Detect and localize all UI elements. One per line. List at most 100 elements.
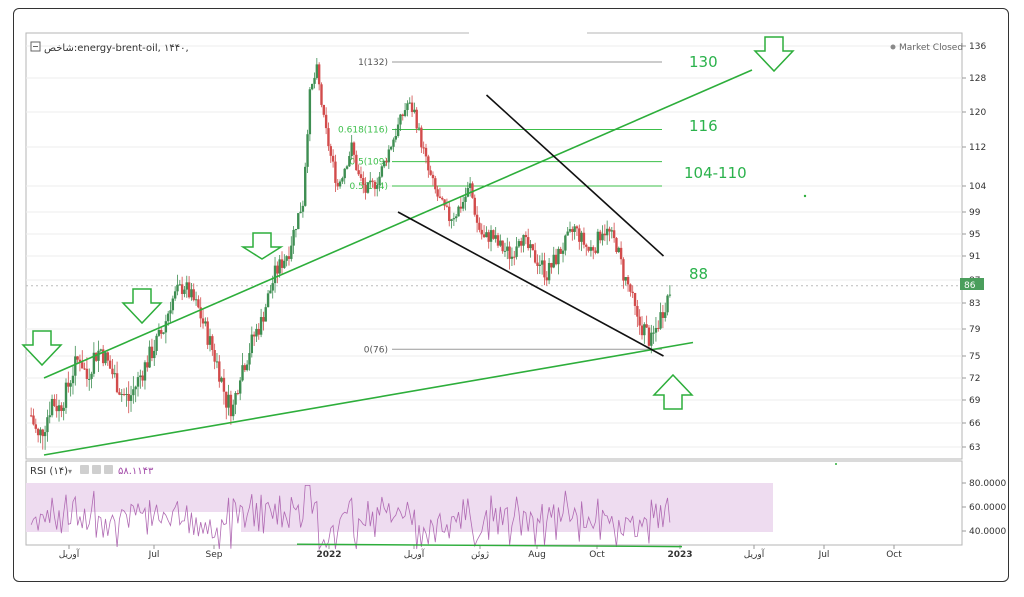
candle-body	[573, 226, 576, 232]
marker-dot	[803, 194, 807, 198]
chart-frame: 1361281201121049995918783797572696663 80…	[13, 8, 1009, 582]
candle-body	[355, 154, 358, 171]
candle-body	[146, 362, 149, 368]
candle-body	[371, 180, 374, 182]
candle-body	[271, 283, 274, 291]
candle-body	[603, 233, 607, 236]
candle-body	[166, 313, 170, 322]
candle-body	[115, 373, 119, 393]
candle-body	[401, 114, 404, 116]
trendline-lower-green	[43, 341, 694, 456]
candle-body	[290, 245, 293, 259]
candle-body	[273, 265, 277, 284]
price-tick-label: 69	[969, 396, 981, 406]
candle-body	[287, 256, 291, 259]
rsi-axis: 80.0000 60.0000 40.0000	[962, 479, 1006, 537]
candle-body	[315, 64, 319, 78]
candle-body	[496, 235, 500, 246]
candle-body	[536, 262, 539, 266]
candle-body	[596, 231, 600, 253]
candle-body	[48, 415, 51, 418]
candle-body	[229, 394, 233, 417]
candle-body	[69, 383, 72, 387]
candle-body	[515, 246, 518, 257]
candle-body	[157, 330, 161, 336]
candle-body	[199, 307, 202, 319]
candle-body	[568, 229, 572, 232]
rsi-tick-label: 80.0000	[969, 479, 1006, 489]
candle-body	[475, 214, 479, 223]
candle-body	[262, 317, 265, 322]
candle-body	[222, 377, 226, 392]
candle-body	[478, 222, 481, 230]
candle-body	[575, 226, 579, 229]
candle-body	[441, 197, 444, 200]
candle-body	[626, 277, 630, 285]
candle-body	[304, 166, 307, 206]
candle-body	[364, 184, 367, 193]
candle-body	[619, 247, 623, 260]
candle-body	[420, 127, 423, 148]
candle-body	[382, 160, 386, 167]
candle-body	[638, 316, 641, 326]
candle-body	[545, 277, 548, 281]
candle-body	[408, 102, 411, 104]
candle-body	[34, 424, 38, 429]
candle-body	[410, 102, 414, 113]
candle-body	[308, 89, 312, 135]
candle-body	[134, 386, 137, 390]
candle-body	[190, 289, 193, 298]
candle-body	[136, 377, 140, 387]
rsi-settings-icon[interactable]	[92, 465, 101, 474]
candle-body	[155, 335, 158, 351]
price-axis: 1361281201121049995918783797572696663	[962, 42, 986, 453]
rsi-polyline	[30, 485, 671, 551]
candle-body	[636, 305, 639, 317]
candles[interactable]	[29, 57, 672, 450]
candle-body	[338, 181, 342, 187]
candle-body	[225, 391, 228, 408]
candle-body	[557, 248, 560, 265]
candle-body	[561, 250, 565, 254]
candle-body	[178, 284, 182, 286]
candle-body	[594, 250, 597, 253]
price-tick-label: 136	[969, 42, 986, 52]
price-pane[interactable]	[25, 32, 963, 460]
candle-body	[143, 362, 147, 381]
rsi-close-icon[interactable]	[104, 465, 113, 474]
candle-body	[232, 404, 235, 417]
candle-body	[543, 260, 546, 278]
rsi-dropdown-icon[interactable]: ▾	[68, 467, 72, 476]
candle-body	[529, 244, 532, 249]
candle-body	[29, 415, 33, 417]
rsi-label: RSI (۱۴)	[30, 466, 68, 477]
time-tick-label: ژوئن	[471, 550, 489, 560]
candle-body	[62, 407, 65, 411]
time-tick-label: 2022	[316, 550, 341, 560]
candle-body	[598, 231, 602, 241]
candle-body	[148, 346, 151, 368]
last-price-badge	[960, 278, 984, 290]
candle-body	[550, 262, 553, 268]
candle-body	[520, 241, 523, 246]
candle-body	[538, 264, 542, 266]
candle-body	[589, 247, 593, 251]
time-tick-label: Aug	[528, 550, 546, 560]
candle-body	[666, 295, 669, 313]
candle-body	[645, 324, 648, 328]
candle-body	[252, 334, 256, 337]
candle-body	[350, 142, 353, 157]
candle-body	[376, 185, 379, 189]
rsi-eye-icon[interactable]	[80, 465, 89, 474]
candle-body	[317, 64, 321, 85]
candle-body	[57, 405, 61, 412]
price-chart[interactable]: 1361281201121049995918783797572696663 80…	[14, 9, 1008, 581]
candle-body	[329, 146, 332, 156]
rsi-divergence-line	[296, 543, 683, 548]
candle-body	[587, 246, 590, 251]
candle-body	[36, 428, 40, 436]
candle-body	[494, 235, 497, 239]
trendlines[interactable]	[43, 69, 753, 456]
candle-body	[601, 233, 604, 241]
candle-body	[310, 83, 314, 90]
